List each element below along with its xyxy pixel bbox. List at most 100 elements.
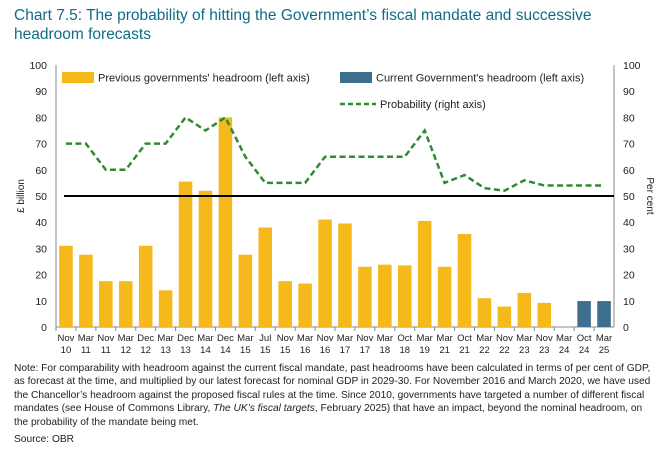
x-tick-label-year: 16 <box>300 345 311 356</box>
bar-previous <box>477 298 492 327</box>
y-tick-label: 50 <box>35 191 47 203</box>
x-tick-label-year: 18 <box>399 345 410 356</box>
x-tick-label-year: 12 <box>120 345 131 356</box>
legend-swatch-current <box>340 72 372 83</box>
x-tick-label-year: 13 <box>180 345 191 356</box>
y-tick-label: 20 <box>35 270 47 282</box>
x-tick-label-year: 14 <box>220 345 231 356</box>
x-tick-label-month: Jul <box>259 333 271 344</box>
x-tick-label-month: Nov <box>317 333 334 344</box>
x-tick-label-year: 17 <box>340 345 351 356</box>
chart-source: Source: OBR <box>14 434 75 445</box>
x-tick-label-year: 15 <box>260 345 271 356</box>
bar-previous <box>298 283 312 327</box>
bar-previous <box>318 219 332 327</box>
x-tick-label-month: Mar <box>377 333 393 344</box>
note-citation: The UK’s fiscal targets <box>213 403 315 415</box>
x-tick-label-month: Mar <box>436 333 452 344</box>
x-tick-label-month: Dec <box>217 333 234 344</box>
x-tick-label-year: 23 <box>539 345 550 356</box>
y2-tick-label: 60 <box>623 165 635 177</box>
x-tick-label-year: 22 <box>499 345 510 356</box>
x-tick-label-year: 19 <box>419 345 430 356</box>
x-tick-label-year: 21 <box>459 345 470 356</box>
bar-previous <box>59 245 73 327</box>
x-tick-label-year: 10 <box>61 345 72 356</box>
bar-current <box>577 301 591 327</box>
x-tick-label-month: Mar <box>596 333 612 344</box>
x-tick-label-month: Nov <box>496 333 513 344</box>
y-tick-label: 90 <box>35 86 47 98</box>
y-tick-label: 30 <box>35 243 47 255</box>
x-tick-label-year: 12 <box>140 345 151 356</box>
bar-current <box>597 301 611 327</box>
bar-previous <box>99 281 113 327</box>
y-tick-label: 100 <box>29 60 47 72</box>
bar-previous <box>278 281 292 327</box>
x-tick-label-year: 23 <box>519 345 530 356</box>
chart-title: Chart 7.5: The probability of hitting th… <box>14 7 592 43</box>
x-tick-label-month: Nov <box>536 333 553 344</box>
bar-previous <box>238 254 253 327</box>
bar-previous <box>397 265 412 327</box>
bar-previous <box>158 290 173 327</box>
x-tick-label-year: 21 <box>439 345 450 356</box>
x-tick-label-month: Oct <box>577 333 592 344</box>
x-tick-label-year: 16 <box>320 345 331 356</box>
x-tick-label-month: Oct <box>457 333 472 344</box>
x-tick-label-year: 24 <box>579 345 590 356</box>
x-tick-label-year: 15 <box>240 345 251 356</box>
x-tick-label-month: Mar <box>197 333 213 344</box>
bar-previous <box>218 117 233 328</box>
legend-label-previous: Previous governments' headroom (left axi… <box>98 73 310 85</box>
x-tick-label-year: 17 <box>360 345 371 356</box>
y-tick-label: 70 <box>35 139 47 151</box>
x-tick-labels: Nov10Mar11Nov11Mar12Dec12Mar13Dec13Mar14… <box>55 327 612 356</box>
x-tick-label-year: 11 <box>101 345 111 356</box>
bar-previous <box>417 220 432 327</box>
x-tick-label-month: Mar <box>237 333 253 344</box>
bar-previous <box>258 227 273 327</box>
x-tick-label-month: Nov <box>277 333 294 344</box>
x-tick-label-month: Nov <box>58 333 75 344</box>
bar-previous <box>178 181 193 327</box>
y-tick-label: 60 <box>35 165 47 177</box>
chart-note: Note: For comparability with headroom ag… <box>14 362 654 429</box>
bar-previous <box>118 281 133 327</box>
y-axis-title: £ billion <box>16 179 27 213</box>
y2-axis-title: Per cent <box>644 177 655 214</box>
bar-previous <box>378 264 392 327</box>
y2-tick-label: 50 <box>623 191 635 203</box>
bar-previous <box>79 254 93 327</box>
x-tick-label-year: 22 <box>479 345 490 356</box>
x-tick-label-year: 14 <box>200 345 211 356</box>
x-tick-label-month: Nov <box>356 333 373 344</box>
y-tick-label: 40 <box>35 217 47 229</box>
bar-previous <box>517 292 532 327</box>
probability-line <box>65 115 605 193</box>
x-tick-label-year: 15 <box>280 345 291 356</box>
x-tick-label-year: 24 <box>559 345 570 356</box>
x-tick-label-month: Dec <box>137 333 154 344</box>
bar-previous <box>138 245 153 327</box>
legend-label-probability: Probability (right axis) <box>380 99 486 111</box>
x-tick-label-month: Mar <box>476 333 492 344</box>
note-text-1: Note: For comparability with headroom ag… <box>14 363 651 415</box>
probability-series-line <box>65 115 605 193</box>
bar-previous <box>497 306 512 327</box>
y2-tick-label: 10 <box>623 296 635 308</box>
x-tick-label-year: 25 <box>599 345 610 356</box>
bar-previous <box>198 190 213 327</box>
x-tick-label-month: Nov <box>97 333 114 344</box>
x-tick-label-month: Mar <box>297 333 313 344</box>
x-tick-label-month: Dec <box>177 333 194 344</box>
x-tick-label-month: Mar <box>337 333 353 344</box>
y-tick-label: 10 <box>35 296 47 308</box>
y2-tick-label: 70 <box>623 139 635 151</box>
y2-tick-label: 90 <box>623 86 635 98</box>
note-text-2: , February 2025) that have an impact, be… <box>14 403 643 428</box>
y-tick-label: 80 <box>35 112 47 124</box>
x-tick-label-year: 13 <box>160 345 171 356</box>
legend-label-current: Current Government's headroom (left axis… <box>376 73 584 85</box>
